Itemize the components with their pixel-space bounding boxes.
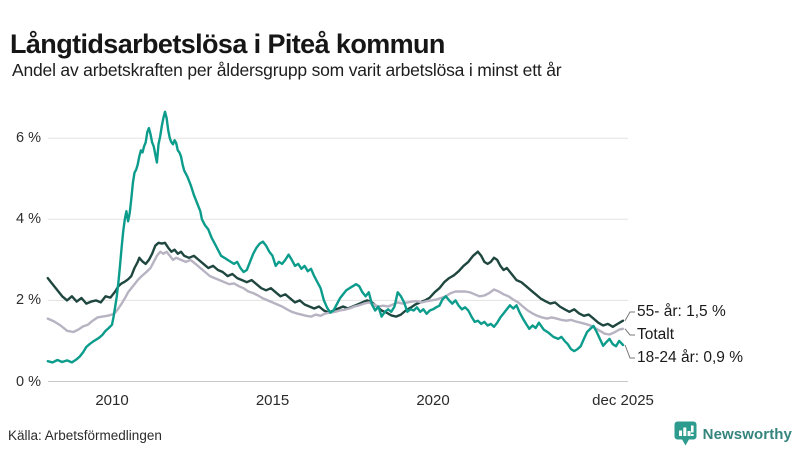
y-tick-label: 2 % — [16, 292, 41, 309]
series-line-totalt — [46, 250, 625, 336]
source-note: Källa: Arbetsförmedlingen — [8, 428, 162, 443]
x-tick-label: 2015 — [255, 392, 290, 409]
leader-line — [624, 328, 635, 336]
newsworthy-brand-label: Newsworthy — [702, 425, 792, 443]
newsworthy-brand[interactable]: Newsworthy — [674, 421, 792, 447]
newsworthy-logo-icon — [674, 421, 697, 447]
y-tick-label: 6 % — [16, 130, 41, 147]
y-tick-label: 0 % — [16, 373, 41, 390]
series-line-55-r — [46, 241, 625, 328]
x-tick-label: 2010 — [95, 392, 129, 409]
leader-line — [624, 311, 635, 321]
series-end-label-totalt: Totalt — [637, 326, 675, 343]
series-end-label-18-24-r: 18-24 år: 0,9 % — [637, 349, 743, 366]
page-subtitle: Andel av arbetskraften per åldersgrupp s… — [12, 60, 562, 80]
page-title: Långtidsarbetslösa i Piteå kommun — [10, 29, 445, 60]
x-tick-label: 2020 — [416, 392, 450, 409]
y-tick-label: 4 % — [16, 211, 41, 228]
series-end-label-55-r: 55- år: 1,5 % — [637, 303, 726, 320]
leader-line — [624, 344, 635, 359]
series-line-18-24-r — [46, 110, 625, 364]
x-tick-label: dec 2025 — [592, 392, 654, 409]
